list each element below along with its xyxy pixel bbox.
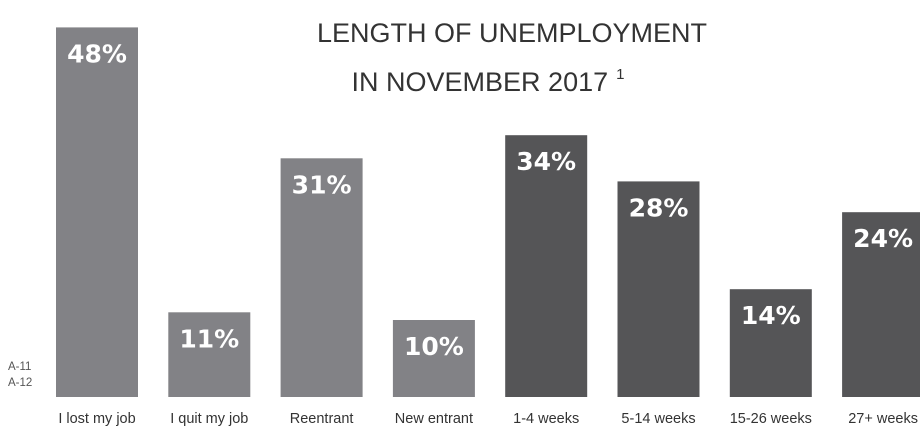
chart-title-line2-text: IN NOVEMBER 2017 (352, 67, 609, 97)
bar-0 (56, 27, 138, 398)
bar-value-label-6: 14% (741, 301, 801, 330)
chart-title-line2: IN NOVEMBER 2017 1 (352, 66, 625, 97)
bar-3 (392, 320, 475, 397)
bars-group: 48% I lost my job 11% I quit my job 31% Reent… (56, 27, 920, 427)
bar-value-label-2: 31% (292, 170, 352, 199)
side-note-a12: A-12 (8, 377, 32, 389)
bar-2 (280, 158, 363, 397)
category-label-4: 1-4 weeks (513, 411, 579, 427)
category-label-3: New entrant (395, 411, 473, 427)
bar-value-label-5: 28% (629, 193, 689, 222)
side-note-a11: A-11 (8, 361, 31, 373)
bar-value-label-3: 10% (404, 332, 464, 361)
bar-value-label-4: 34% (516, 147, 576, 176)
footnote-marker: 1 (616, 66, 624, 83)
bar-value-label-1: 11% (179, 324, 239, 353)
category-label-0: I lost my job (58, 411, 135, 427)
bar-6 (729, 289, 812, 397)
category-label-1: I quit my job (170, 411, 248, 427)
bar-value-label-7: 24% (853, 224, 913, 253)
category-label-2: Reentrant (290, 411, 354, 427)
category-label-5: 5-14 weeks (621, 411, 695, 427)
bar-7 (842, 212, 920, 397)
chart-title: LENGTH OF UNEMPLOYMENT (317, 18, 707, 48)
bar-4 (505, 135, 588, 397)
bar-value-label-0: 48% (67, 39, 127, 68)
bar-5 (617, 181, 700, 397)
category-label-7: 27+ weeks (848, 411, 918, 427)
category-label-6: 15-26 weeks (730, 411, 812, 427)
bar-1 (168, 312, 251, 397)
